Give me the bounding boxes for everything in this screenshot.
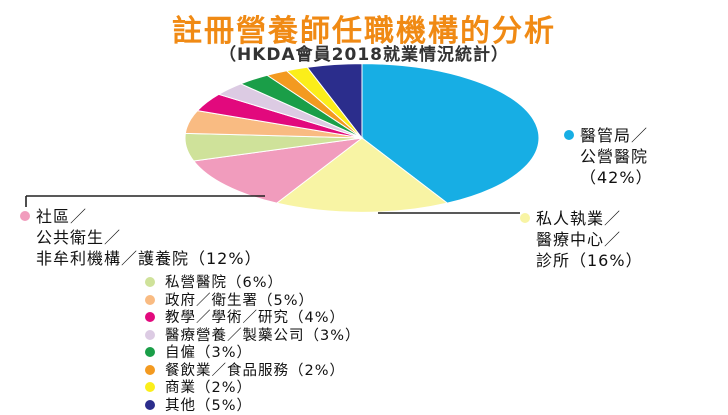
legend-swatch bbox=[145, 295, 155, 305]
callout-hospital: 醫管局／ 公營醫院 （42%） bbox=[564, 125, 653, 188]
pie-chart bbox=[0, 0, 728, 400]
legend-item: 其他（5%） bbox=[145, 398, 361, 415]
callout-hospital-line2: 公營醫院 bbox=[564, 146, 653, 167]
legend-swatch bbox=[145, 400, 155, 410]
callout-community: 社區／ 公共衛生／ 非牟利機構／護養院（12%） bbox=[20, 206, 262, 269]
legend-swatch bbox=[145, 347, 155, 357]
legend: 私營醫院（6%） 政府／衛生署（5%） 教學／學術／研究（4%） 醫療營養／製藥… bbox=[145, 275, 361, 415]
callout-private-line1: 私人執業／ bbox=[536, 209, 621, 228]
callout-dot bbox=[564, 130, 574, 140]
legend-label: 私營醫院（6%） bbox=[165, 275, 283, 291]
legend-item: 教學／學術／研究（4%） bbox=[145, 310, 361, 328]
callout-private-line2: 醫療中心／ bbox=[520, 229, 643, 250]
legend-item: 政府／衛生署（5%） bbox=[145, 293, 361, 311]
callout-dot bbox=[20, 211, 30, 221]
callout-hospital-line3: （42%） bbox=[564, 167, 653, 188]
callout-private: 私人執業／ 醫療中心／ 診所（16%） bbox=[520, 208, 643, 271]
legend-swatch bbox=[145, 330, 155, 340]
legend-item: 商業（2%） bbox=[145, 380, 361, 398]
legend-swatch bbox=[145, 382, 155, 392]
legend-swatch bbox=[145, 277, 155, 287]
callout-community-line3: 非牟利機構／護養院（12%） bbox=[20, 248, 262, 269]
legend-label: 自僱（3%） bbox=[165, 345, 252, 361]
legend-swatch bbox=[145, 365, 155, 375]
legend-label: 教學／學術／研究（4%） bbox=[165, 310, 345, 326]
legend-item: 私營醫院（6%） bbox=[145, 275, 361, 293]
callout-community-line1: 社區／ bbox=[36, 207, 87, 226]
legend-item: 餐飲業／食品服務（2%） bbox=[145, 363, 361, 381]
legend-label: 餐飲業／食品服務（2%） bbox=[165, 363, 345, 379]
callout-hospital-line1: 醫管局／ bbox=[580, 126, 648, 145]
legend-label: 政府／衛生署（5%） bbox=[165, 293, 314, 309]
legend-swatch bbox=[145, 312, 155, 322]
legend-label: 醫療營養／製藥公司（3%） bbox=[165, 328, 361, 344]
legend-label: 商業（2%） bbox=[165, 380, 252, 396]
callout-private-line3: 診所（16%） bbox=[520, 250, 643, 271]
callout-community-line2: 公共衛生／ bbox=[20, 227, 262, 248]
legend-item: 醫療營養／製藥公司（3%） bbox=[145, 328, 361, 346]
pie-slices bbox=[185, 64, 539, 213]
callout-dot bbox=[520, 213, 530, 223]
legend-item: 自僱（3%） bbox=[145, 345, 361, 363]
